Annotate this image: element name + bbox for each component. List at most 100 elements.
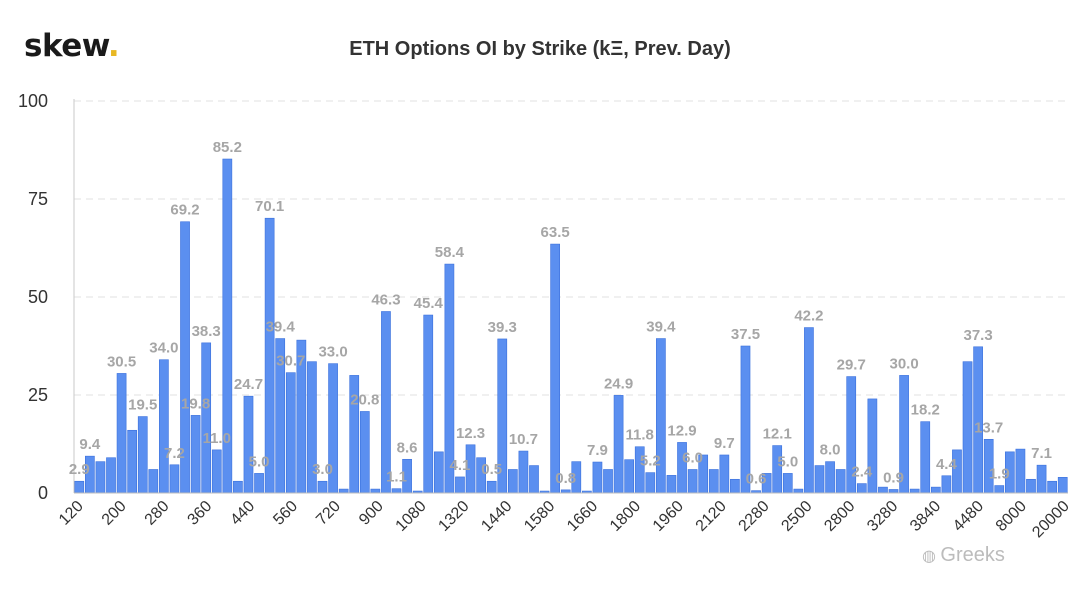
bar <box>264 217 275 494</box>
y-tick-label: 25 <box>28 385 48 405</box>
bar <box>137 416 148 494</box>
data-label: 20.8 <box>350 391 379 408</box>
data-label: 37.5 <box>731 326 760 343</box>
bar <box>730 478 740 494</box>
bar <box>370 488 381 494</box>
x-tick-label: 20000 <box>1029 498 1073 542</box>
data-label: 85.2 <box>213 139 242 156</box>
bar <box>211 449 222 494</box>
data-label: 11.0 <box>203 430 231 447</box>
bar <box>95 461 106 494</box>
data-label: 3.0 <box>312 461 333 478</box>
x-tick-label: 900 <box>356 498 387 529</box>
data-label: 38.3 <box>192 323 221 340</box>
x-tick-label: 8000 <box>993 498 1030 535</box>
data-label: 13.7 <box>974 419 1003 436</box>
x-tick-label: 2500 <box>778 498 815 535</box>
logo-text: skew <box>24 28 108 64</box>
bar <box>920 421 931 494</box>
bar <box>529 465 539 494</box>
bar <box>391 488 402 494</box>
bar <box>381 311 391 494</box>
data-label: 29.7 <box>837 357 866 374</box>
bar <box>592 461 603 494</box>
bar <box>719 454 730 494</box>
bar <box>835 469 846 494</box>
bar <box>1036 464 1047 494</box>
data-label: 5.0 <box>249 453 270 470</box>
bar <box>645 472 656 494</box>
bar <box>804 327 814 494</box>
bar <box>1047 480 1057 494</box>
bar <box>1015 448 1026 494</box>
bar <box>962 361 973 494</box>
bar <box>656 338 666 494</box>
x-tick-label: 2280 <box>736 498 773 535</box>
data-label: 33.0 <box>318 344 347 361</box>
x-tick-label: 4480 <box>950 498 987 535</box>
data-label: 30.5 <box>107 353 136 370</box>
data-label: 4.4 <box>936 456 958 473</box>
data-label: 5.0 <box>777 453 798 470</box>
bar <box>708 469 719 494</box>
bar <box>888 489 899 494</box>
watermark-text: Greeks <box>940 544 1005 566</box>
x-tick-label: 1660 <box>564 498 601 535</box>
x-tick-label: 1580 <box>521 498 558 535</box>
data-label: 39.3 <box>488 319 517 336</box>
data-label: 30.7 <box>276 353 305 370</box>
data-label: 46.3 <box>371 292 400 309</box>
data-label: 12.1 <box>763 426 792 443</box>
bar <box>825 461 835 494</box>
bar <box>624 459 635 494</box>
data-label: 2.9 <box>69 461 90 478</box>
data-label: 9.4 <box>79 436 101 453</box>
bar <box>1026 478 1036 494</box>
bar <box>856 483 867 494</box>
bar <box>317 480 328 494</box>
bar <box>994 485 1005 494</box>
bar <box>1057 477 1068 494</box>
y-tick-label: 75 <box>28 189 48 209</box>
data-label: 58.4 <box>435 244 465 261</box>
data-label: 0.8 <box>555 470 576 487</box>
bar <box>941 475 952 494</box>
logo-dot: . <box>107 28 120 64</box>
x-tick-label: 560 <box>270 498 301 529</box>
bar <box>127 429 138 494</box>
x-tick-label: 440 <box>227 498 258 529</box>
data-label: 1.9 <box>989 466 1010 483</box>
x-tick-label: 200 <box>99 498 130 529</box>
data-label: 7.1 <box>1031 445 1052 462</box>
x-tick-label: 1080 <box>393 498 430 535</box>
data-label: 30.0 <box>889 355 918 372</box>
data-label: 5.2 <box>640 453 661 470</box>
x-tick-label: 1320 <box>435 498 472 535</box>
bar <box>159 359 169 494</box>
data-label: 0.9 <box>883 469 904 486</box>
data-label: 0.5 <box>481 461 502 478</box>
data-label: 39.4 <box>266 319 296 336</box>
bar <box>359 411 370 494</box>
data-label: 19.8 <box>181 395 210 412</box>
bar <box>793 488 804 494</box>
x-tick-label: 3280 <box>864 498 901 535</box>
bar <box>74 480 85 494</box>
data-label: 8.6 <box>397 439 418 456</box>
y-tick-label: 100 <box>18 91 48 111</box>
bar <box>116 373 127 494</box>
bar <box>285 372 296 494</box>
data-label: 4.1 <box>450 457 471 474</box>
bar <box>338 488 349 494</box>
bar <box>550 243 560 494</box>
data-label: 34.0 <box>149 340 178 357</box>
data-label: 18.2 <box>911 402 940 419</box>
y-tick-label: 0 <box>38 483 48 503</box>
bar <box>148 469 159 494</box>
data-label: 7.2 <box>164 445 185 462</box>
bar <box>486 480 497 494</box>
data-label: 7.9 <box>587 442 608 459</box>
y-tick-label: 50 <box>28 287 48 307</box>
x-tick-label: 1960 <box>650 498 687 535</box>
data-label: 10.7 <box>509 431 538 448</box>
